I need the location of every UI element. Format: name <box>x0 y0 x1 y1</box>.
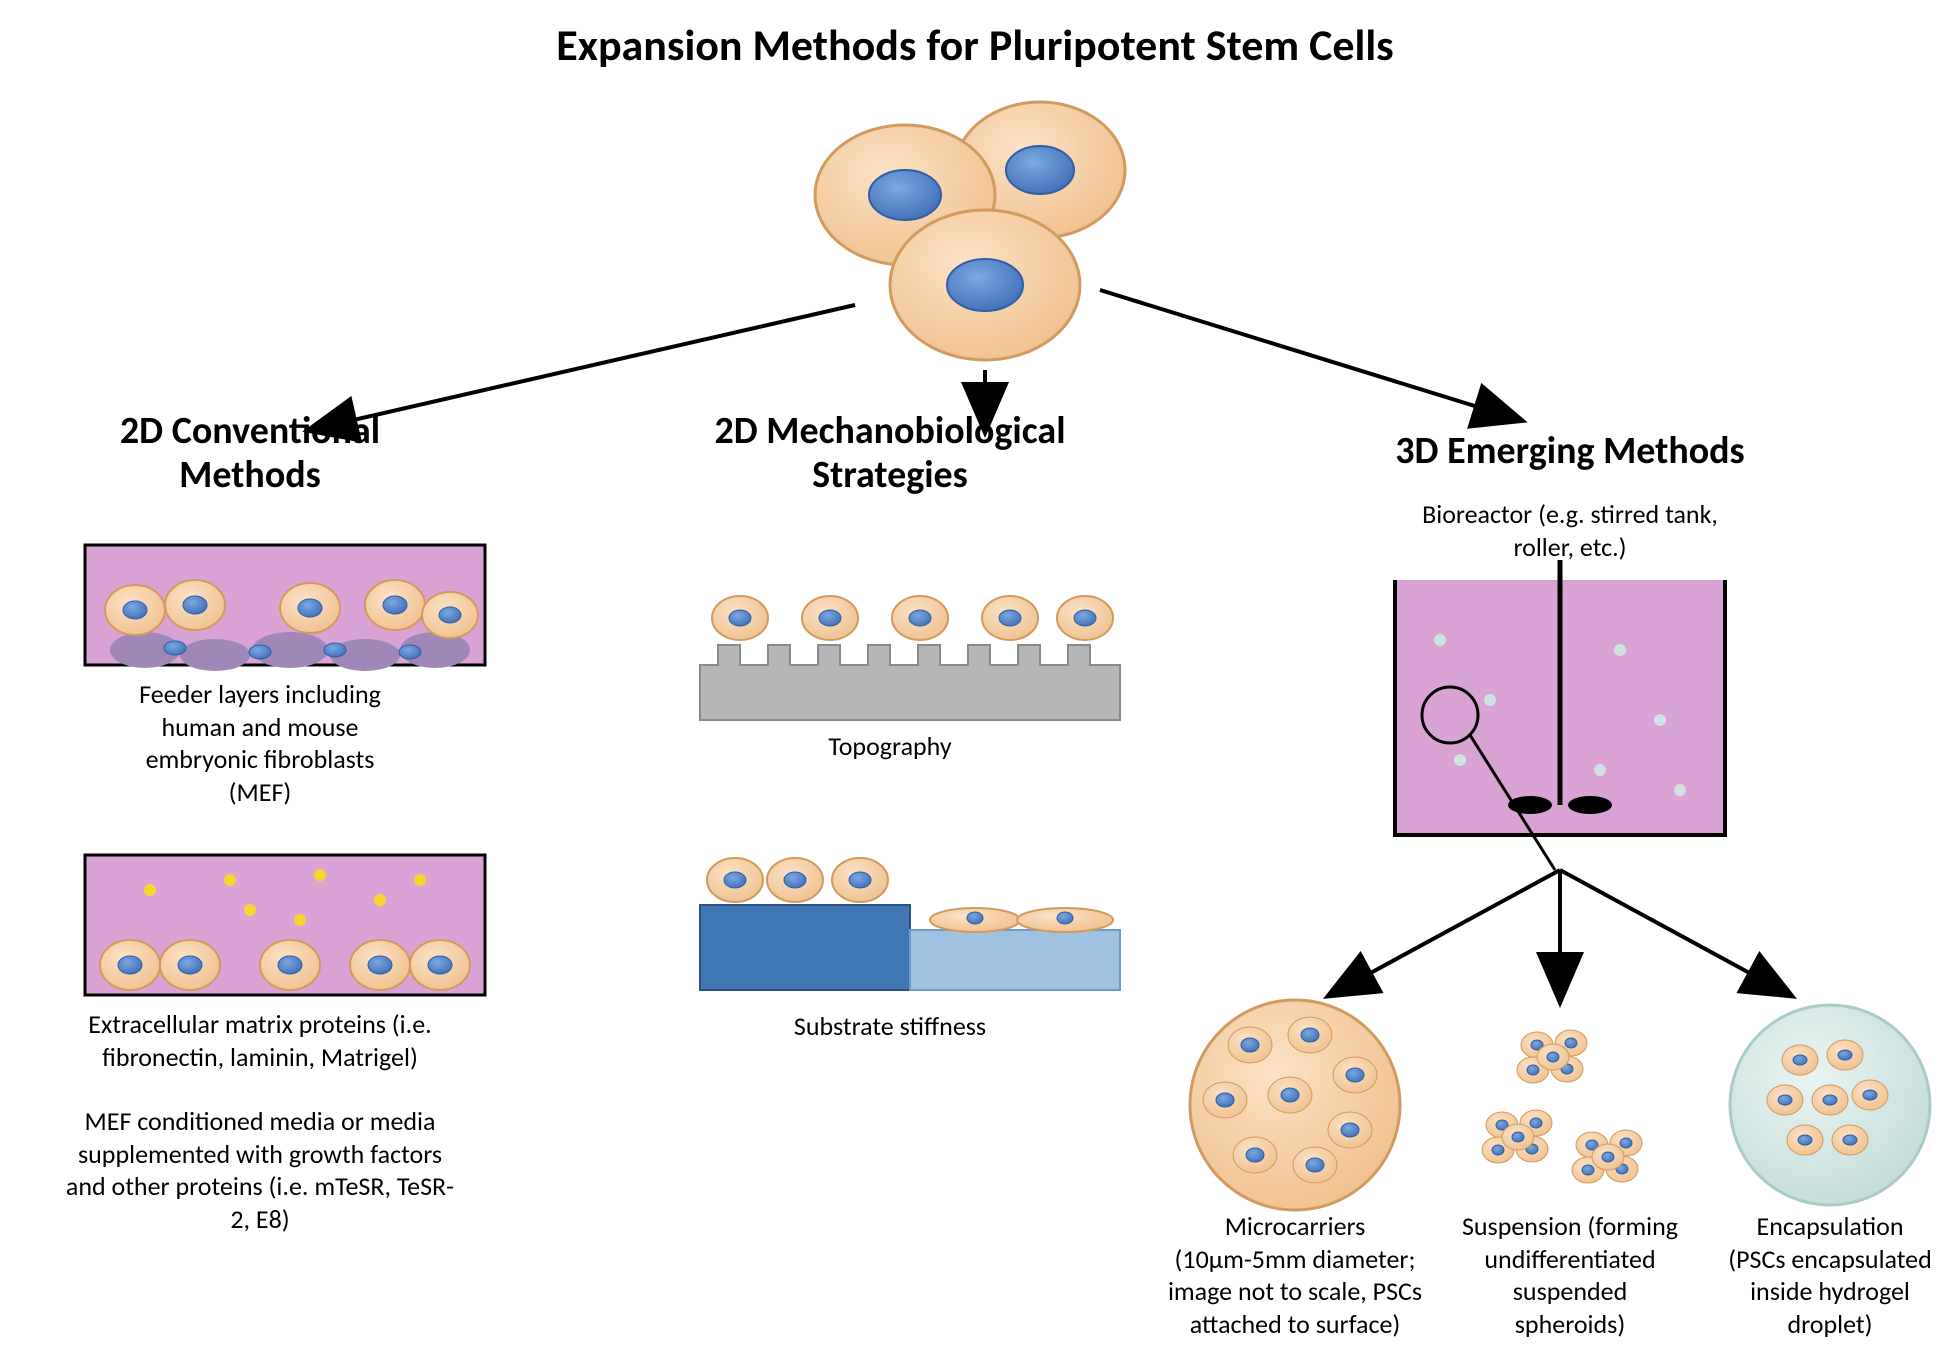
top-cells <box>815 102 1125 360</box>
caption-bioreactor: Bioreactor (e.g. stirred tank, roller, e… <box>1370 498 1770 563</box>
caption-feeder: Feeder layers including human and mouse … <box>70 678 450 808</box>
topography <box>700 596 1120 720</box>
bioreactor <box>1395 560 1725 870</box>
microcarrier <box>1190 1000 1400 1210</box>
dish-feeder <box>85 545 485 671</box>
label-stiff: Stiff <box>700 920 910 963</box>
label-soft: Soft <box>910 935 1120 978</box>
heading-center: 2D Mechanobiological Strategies <box>660 410 1120 497</box>
page-title: Expansion Methods for Pluripotent Stem C… <box>0 18 1950 72</box>
caption-topography: Topography <box>740 730 1040 763</box>
caption-encap: Encapsulation (PSCs encapsulated inside … <box>1710 1210 1950 1340</box>
heading-right: 3D Emerging Methods <box>1330 430 1810 474</box>
caption-media: MEF conditioned media or media supplemen… <box>40 1105 480 1235</box>
caption-suspension: Suspension (forming undifferentiated sus… <box>1440 1210 1700 1340</box>
caption-stiffness: Substrate stiffness <box>740 1010 1040 1043</box>
encapsulation <box>1730 1005 1930 1205</box>
caption-ecm: Extracellular matrix proteins (i.e. fibr… <box>40 1008 480 1073</box>
caption-micro: Microcarriers (10μm-5mm diameter; image … <box>1155 1210 1435 1340</box>
dish-ecm <box>85 855 485 995</box>
heading-left: 2D Conventional Methods <box>50 410 450 497</box>
bioreactor-arrows <box>1330 870 1790 1000</box>
suspension-spheroids <box>1482 1030 1642 1183</box>
